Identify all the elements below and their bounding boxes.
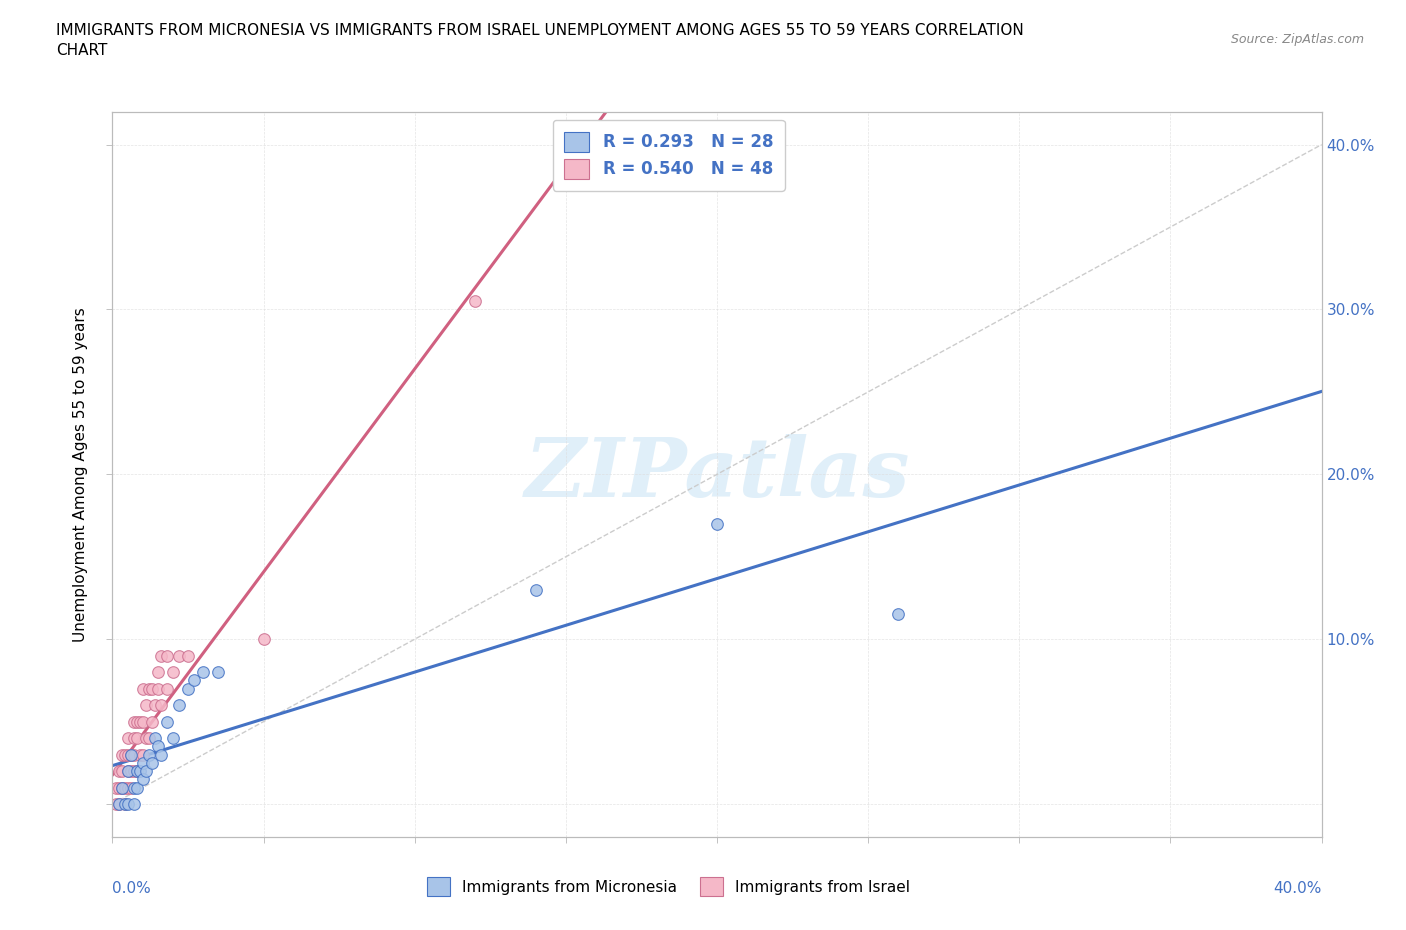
Point — [128, 747, 150, 762]
Point — [132, 681, 155, 696]
Point — [114, 780, 136, 795]
Point — [122, 714, 145, 729]
Point — [122, 731, 145, 746]
Point — [110, 747, 132, 762]
Point — [128, 764, 150, 778]
Point — [125, 764, 148, 778]
Point — [149, 747, 172, 762]
Point — [117, 747, 139, 762]
Point — [141, 681, 163, 696]
Point — [146, 738, 169, 753]
Point — [167, 698, 190, 712]
Point — [120, 747, 142, 762]
Point — [135, 731, 157, 746]
Point — [143, 698, 166, 712]
Y-axis label: Unemployment Among Ages 55 to 59 years: Unemployment Among Ages 55 to 59 years — [73, 307, 89, 642]
Point — [177, 681, 200, 696]
Point — [110, 780, 132, 795]
Point — [125, 731, 148, 746]
Point — [122, 797, 145, 812]
Point — [117, 731, 139, 746]
Point — [114, 747, 136, 762]
Point — [104, 780, 127, 795]
Point — [706, 516, 728, 531]
Text: IMMIGRANTS FROM MICRONESIA VS IMMIGRANTS FROM ISRAEL UNEMPLOYMENT AMONG AGES 55 : IMMIGRANTS FROM MICRONESIA VS IMMIGRANTS… — [56, 23, 1024, 58]
Text: Source: ZipAtlas.com: Source: ZipAtlas.com — [1230, 33, 1364, 46]
Point — [183, 673, 205, 688]
Text: 0.0%: 0.0% — [112, 881, 152, 896]
Point — [135, 698, 157, 712]
Point — [107, 764, 129, 778]
Point — [191, 665, 214, 680]
Point — [524, 582, 547, 597]
Point — [117, 797, 139, 812]
Point — [107, 797, 129, 812]
Point — [122, 764, 145, 778]
Point — [156, 648, 179, 663]
Point — [156, 714, 179, 729]
Point — [110, 780, 132, 795]
Point — [138, 747, 160, 762]
Point — [114, 797, 136, 812]
Point — [104, 797, 127, 812]
Point — [253, 631, 276, 646]
Point — [117, 764, 139, 778]
Point — [125, 780, 148, 795]
Point — [120, 780, 142, 795]
Point — [162, 731, 184, 746]
Point — [132, 714, 155, 729]
Point — [887, 607, 910, 622]
Text: 40.0%: 40.0% — [1274, 881, 1322, 896]
Point — [125, 764, 148, 778]
Point — [149, 698, 172, 712]
Point — [125, 714, 148, 729]
Point — [146, 681, 169, 696]
Point — [117, 780, 139, 795]
Text: ZIPatlas: ZIPatlas — [524, 434, 910, 514]
Point — [122, 780, 145, 795]
Point — [141, 755, 163, 770]
Point — [114, 797, 136, 812]
Point — [149, 648, 172, 663]
Point — [120, 747, 142, 762]
Point — [107, 797, 129, 812]
Point — [167, 648, 190, 663]
Point — [120, 764, 142, 778]
Point — [132, 747, 155, 762]
Point — [143, 731, 166, 746]
Point — [122, 747, 145, 762]
Point — [207, 665, 229, 680]
Point — [138, 731, 160, 746]
Point — [162, 665, 184, 680]
Point — [135, 764, 157, 778]
Point — [141, 714, 163, 729]
Point — [128, 714, 150, 729]
Point — [117, 764, 139, 778]
Point — [146, 665, 169, 680]
Point — [132, 755, 155, 770]
Point — [110, 764, 132, 778]
Point — [132, 772, 155, 787]
Point — [156, 681, 179, 696]
Legend: Immigrants from Micronesia, Immigrants from Israel: Immigrants from Micronesia, Immigrants f… — [420, 871, 917, 902]
Point — [138, 681, 160, 696]
Point — [177, 648, 200, 663]
Point — [107, 780, 129, 795]
Point — [464, 294, 486, 309]
